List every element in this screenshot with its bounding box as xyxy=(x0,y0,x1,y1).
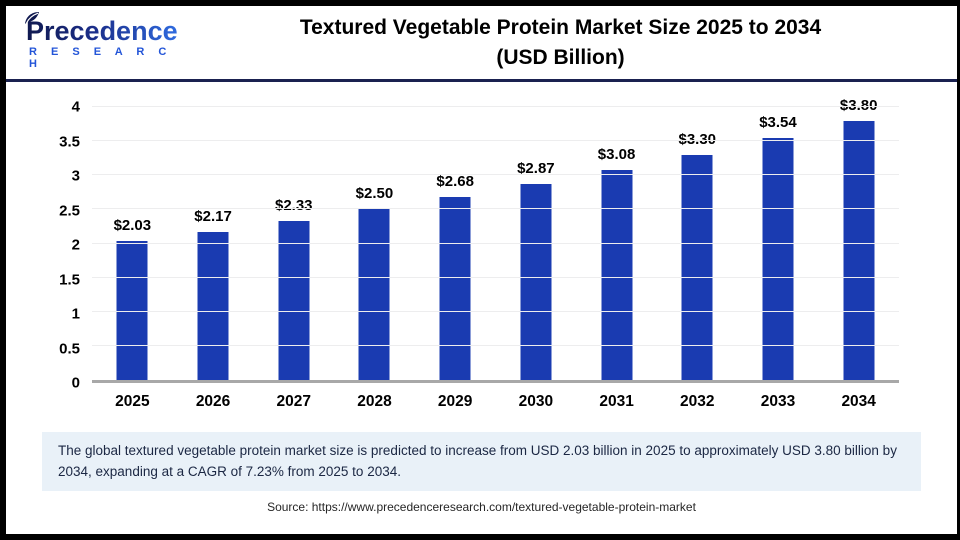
brand-logo: Precedence R E S E A R C H xyxy=(25,11,184,71)
summary-text: The global textured vegetable protein ma… xyxy=(58,443,897,480)
gridline xyxy=(92,310,899,312)
bar-2027 xyxy=(278,220,310,380)
plot-area: $2.03 $2.17 $2.33 $2.50 $2.68 $2.87 $3.08 $3.30… xyxy=(92,97,899,383)
y-axis-tick-label: 0.5 xyxy=(59,340,80,357)
y-axis: 0 0.5 1 1.5 2 2.5 3 3.5 4 xyxy=(36,100,92,391)
x-axis-label: 2029 xyxy=(437,393,473,410)
bar-value-label: $2.87 xyxy=(517,160,555,178)
bar-2032 xyxy=(681,154,713,380)
header: Precedence R E S E A R C H Textured Vege… xyxy=(6,6,957,82)
bar-value-label: $2.50 xyxy=(355,185,394,203)
bar-value-label: $2.68 xyxy=(436,173,474,191)
bar-value-label: $2.03 xyxy=(113,217,152,235)
bar-group-2030: $2.87 xyxy=(496,107,577,380)
x-axis-label: 2034 xyxy=(841,393,876,410)
bar-group-2027: $2.33 xyxy=(253,107,334,380)
x-axis-label: 2030 xyxy=(518,393,554,410)
y-axis-tick-label: 3.5 xyxy=(59,133,80,150)
gridline xyxy=(92,276,899,278)
gridline xyxy=(92,208,899,210)
bar-chart: 0 0.5 1 1.5 2 2.5 3 3.5 4 $2.03 $2.17 $2.33 $2.50 $2… xyxy=(6,82,957,411)
y-axis-tick-label: 0 xyxy=(71,374,80,392)
bar-group-2029: $2.68 xyxy=(415,107,496,380)
y-axis-tick-label: 2.5 xyxy=(59,202,80,219)
gridline xyxy=(92,106,899,107)
bar-2033 xyxy=(762,138,794,380)
y-axis-tick-label: 1.5 xyxy=(59,271,80,288)
gridline xyxy=(92,174,899,176)
bar-2030 xyxy=(520,184,552,380)
x-axis-label: 2031 xyxy=(599,393,634,410)
bar-2026 xyxy=(197,231,229,380)
bar-group-2032: $3.30 xyxy=(657,107,738,380)
bar-value-label: $3.30 xyxy=(678,130,717,148)
x-axis-label: 2028 xyxy=(357,393,392,410)
bar-group-2025: $2.03 xyxy=(92,107,173,380)
x-axis-label: 2026 xyxy=(195,393,231,410)
y-axis-tick-label: 2 xyxy=(71,236,80,254)
gridline xyxy=(92,140,899,142)
y-axis-tick-label: 3 xyxy=(71,167,80,185)
bar-2029 xyxy=(439,197,471,380)
bars-container: $2.03 $2.17 $2.33 $2.50 $2.68 $2.87 $3.08 $3.30… xyxy=(92,97,899,380)
brand-subname: R E S E A R C H xyxy=(29,46,172,71)
y-axis-tick-label: 4 xyxy=(71,98,80,116)
bar-group-2026: $2.17 xyxy=(173,107,254,380)
bar-value-label: $3.80 xyxy=(839,96,878,114)
source-text: Source: https://www.precedenceresearch.c… xyxy=(267,499,696,514)
bar-group-2034: $3.80 xyxy=(818,97,899,380)
bar-value-label: $3.08 xyxy=(597,145,636,163)
brand-name: Precedence xyxy=(26,15,178,46)
y-axis-tick-label: 1 xyxy=(71,305,80,323)
page-title: Textured Vegetable Protein Market Size 2… xyxy=(184,13,943,72)
title-line-2: (USD Billion) xyxy=(496,45,625,69)
bar-group-2028: $2.50 xyxy=(334,107,415,380)
summary-box: The global textured vegetable protein ma… xyxy=(42,432,921,491)
bar-value-label: $3.54 xyxy=(759,114,797,132)
bar-2031 xyxy=(601,169,633,380)
gridline xyxy=(92,242,899,244)
x-axis-label: 2027 xyxy=(276,393,311,410)
title-line-1: Textured Vegetable Protein Market Size 2… xyxy=(299,16,822,40)
bar-2034 xyxy=(843,120,875,380)
x-axis-label: 2025 xyxy=(115,393,150,410)
gridline xyxy=(92,344,899,346)
bar-group-2033: $3.54 xyxy=(738,107,819,380)
bar-2025 xyxy=(116,241,148,380)
leaf-icon xyxy=(24,11,40,30)
x-axis: 2025 2026 2027 2028 2029 2030 2031 2032 2033 2034 xyxy=(92,393,899,411)
bar-value-label: $2.17 xyxy=(194,207,232,225)
bar-group-2031: $3.08 xyxy=(576,107,657,380)
bar-2028 xyxy=(358,209,390,380)
x-axis-label: 2032 xyxy=(680,393,715,410)
bar-value-label: $2.33 xyxy=(274,196,313,214)
x-axis-label: 2033 xyxy=(760,393,796,410)
